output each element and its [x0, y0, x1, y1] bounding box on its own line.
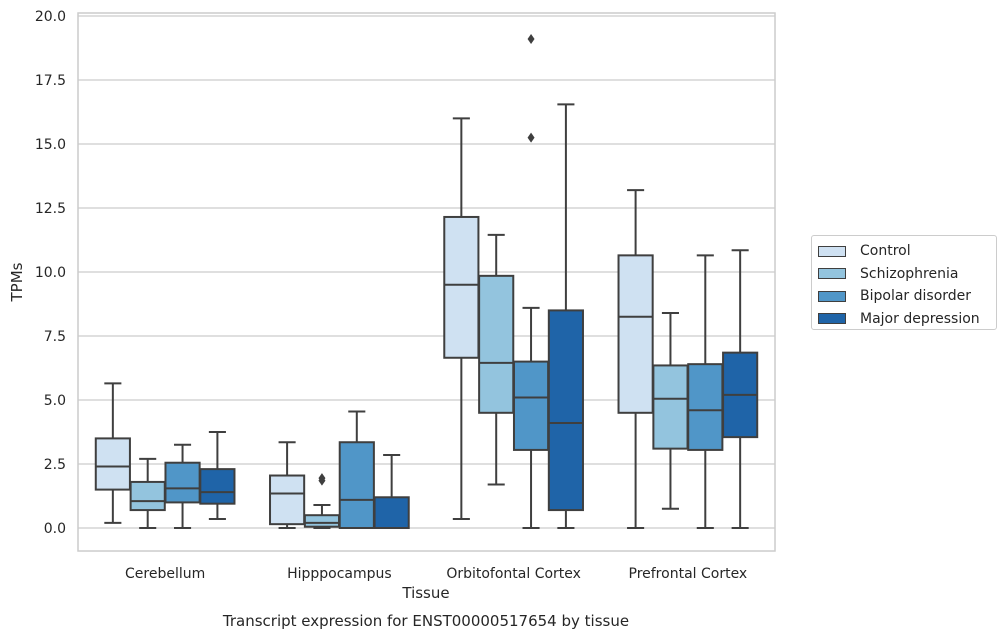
box-body [687, 363, 724, 451]
box-body [164, 461, 201, 504]
box-schizophrenia [478, 233, 515, 486]
box-body [547, 309, 584, 512]
box-schizophrenia [652, 311, 689, 510]
legend-label: Schizophrenia [860, 265, 959, 282]
x-axis-label: Tissue [401, 584, 449, 602]
y-tick-label: 17.5 [35, 73, 66, 89]
plot-area [77, 12, 776, 552]
box-bipolar-disorder [512, 34, 550, 529]
y-tick-label: 20.0 [35, 9, 66, 25]
x-tick-labels: Cerebellum Hipppocampus Orbitofontal Corte… [125, 566, 747, 582]
box-major-depression [547, 103, 584, 529]
x-tick-label: Hipppocampus [287, 566, 392, 582]
chart-caption: Transcript expression for ENST0000051765… [222, 612, 629, 630]
legend-swatch [818, 313, 846, 325]
box-body [617, 254, 654, 414]
y-tick-label: 10.0 [35, 265, 66, 281]
y-tick-label: 2.5 [44, 457, 66, 473]
box-schizophrenia [129, 457, 166, 529]
box-major-depression [199, 431, 236, 521]
box-control [269, 441, 306, 529]
box-body [373, 496, 410, 529]
outlier-point [527, 132, 535, 143]
legend-item: Control [818, 240, 990, 263]
y-tick-labels: 0.0 2.5 5.0 7.5 10.0 12.5 15.0 17.5 20.0 [35, 9, 66, 537]
x-tick-label: Orbitofontal Cortex [446, 566, 581, 582]
box-bipolar-disorder [338, 410, 375, 529]
legend-item: Bipolar disorder [818, 285, 990, 308]
box-body [269, 474, 306, 526]
y-tick-label: 7.5 [44, 329, 66, 345]
box-control [443, 117, 480, 521]
box-body [129, 480, 166, 512]
box-control [617, 189, 654, 529]
boxes [94, 34, 759, 529]
x-tick-label: Prefrontal Cortex [629, 566, 748, 582]
box-body [94, 437, 131, 491]
box-body [303, 514, 341, 528]
box-major-depression [722, 249, 759, 529]
y-tick-label: 15.0 [35, 137, 66, 153]
legend-item: Major depression [818, 308, 990, 331]
box-body [338, 441, 375, 529]
box-control [94, 382, 131, 524]
box-major-depression [373, 454, 410, 529]
x-tick-label: Cerebellum [125, 566, 205, 582]
box-body [199, 468, 236, 505]
legend-label: Bipolar disorder [860, 288, 972, 305]
box-body [478, 274, 515, 414]
legend-label: Control [860, 243, 911, 260]
legend-swatch [818, 245, 846, 257]
box-schizophrenia [303, 473, 341, 529]
box-bipolar-disorder [687, 254, 724, 529]
legend-swatch [818, 268, 846, 280]
y-tick-label: 5.0 [44, 393, 66, 409]
legend-label: Major depression [860, 310, 980, 327]
legend-item: Schizophrenia [818, 263, 990, 286]
outlier-point [527, 34, 535, 45]
box-body [512, 360, 550, 451]
box-bipolar-disorder [164, 443, 201, 529]
legend-swatch [818, 290, 846, 302]
box-body [652, 364, 689, 450]
box-body [443, 215, 480, 359]
y-axis-label: TPMs [8, 262, 26, 302]
y-tick-label: 12.5 [35, 201, 66, 217]
legend: Control Schizophrenia Bipolar disorder Majo… [811, 235, 997, 330]
y-tick-label: 0.0 [44, 521, 66, 537]
outlier-point [318, 473, 326, 484]
